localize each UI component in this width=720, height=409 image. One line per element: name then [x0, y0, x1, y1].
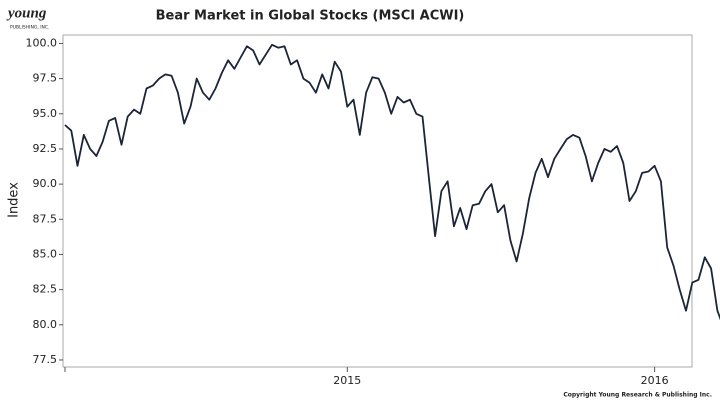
chart-title: Bear Market in Global Stocks (MSCI ACWI) — [156, 9, 465, 24]
y-tick-label: 80.0 — [33, 318, 58, 331]
x-tick-label: 2015 — [333, 374, 361, 387]
y-axis-label: Index — [7, 182, 22, 218]
y-tick-label: 90.0 — [33, 177, 58, 190]
y-tick-label: 77.5 — [33, 353, 58, 366]
y-tick-label: 100.0 — [26, 36, 58, 49]
copyright: Copyright Young Research & Publishing In… — [563, 392, 712, 399]
y-tick-label: 92.5 — [33, 142, 58, 155]
plot-area — [62, 34, 693, 368]
logo-tagline: PUBLISHING, INC. — [10, 25, 49, 31]
y-tick-label: 95.0 — [33, 107, 58, 120]
x-tick-label: 2016 — [641, 374, 669, 387]
y-tick-label: 87.5 — [33, 212, 58, 225]
y-tick-label: 82.5 — [33, 283, 58, 296]
line — [64, 43, 720, 321]
y-tick-label: 85.0 — [33, 247, 58, 260]
logo: young — [6, 5, 47, 21]
y-tick-label: 97.5 — [33, 72, 58, 85]
